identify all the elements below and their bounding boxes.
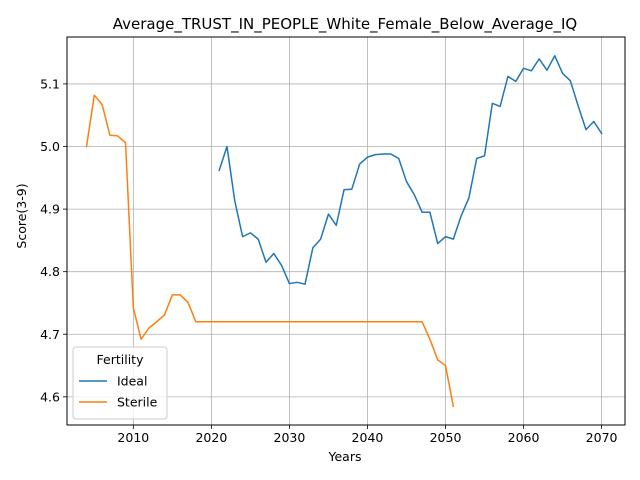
legend-label-sterile: Sterile	[117, 395, 158, 410]
y-axis-ticks: 4.6 4.7 4.8 4.9 5.0 5.1	[40, 76, 67, 404]
legend-box	[72, 346, 168, 420]
x-tick-label: 2070	[586, 430, 618, 445]
y-tick-label: 4.9	[40, 202, 60, 217]
legend: Fertility Ideal Sterile	[72, 346, 168, 420]
x-tick-label: 2050	[430, 430, 462, 445]
x-tick-label: 2030	[274, 430, 306, 445]
y-tick-label: 4.8	[40, 264, 60, 279]
series-line-ideal	[218, 55, 603, 285]
legend-title: Fertility	[97, 352, 145, 367]
x-tick-label: 2040	[352, 430, 384, 445]
y-tick-label: 4.7	[40, 327, 60, 342]
series-lines	[85, 55, 603, 408]
legend-label-ideal: Ideal	[117, 374, 147, 389]
y-tick-label: 5.1	[40, 76, 60, 91]
x-tick-label: 2010	[117, 430, 149, 445]
y-axis-label: Score(3-9)	[14, 183, 29, 248]
x-tick-label: 2060	[508, 430, 540, 445]
series-line-sterile	[85, 94, 455, 408]
plot-frame	[66, 36, 626, 426]
x-axis-label: Years	[328, 449, 362, 464]
y-tick-label: 5.0	[40, 139, 60, 154]
chart-title: Average_TRUST_IN_PEOPLE_White_Female_Bel…	[113, 15, 578, 34]
y-tick-label: 4.6	[40, 389, 60, 404]
x-axis-ticks: 2010 2020 2030 2040 2050 2060 2070	[117, 425, 618, 445]
x-tick-label: 2020	[195, 430, 227, 445]
